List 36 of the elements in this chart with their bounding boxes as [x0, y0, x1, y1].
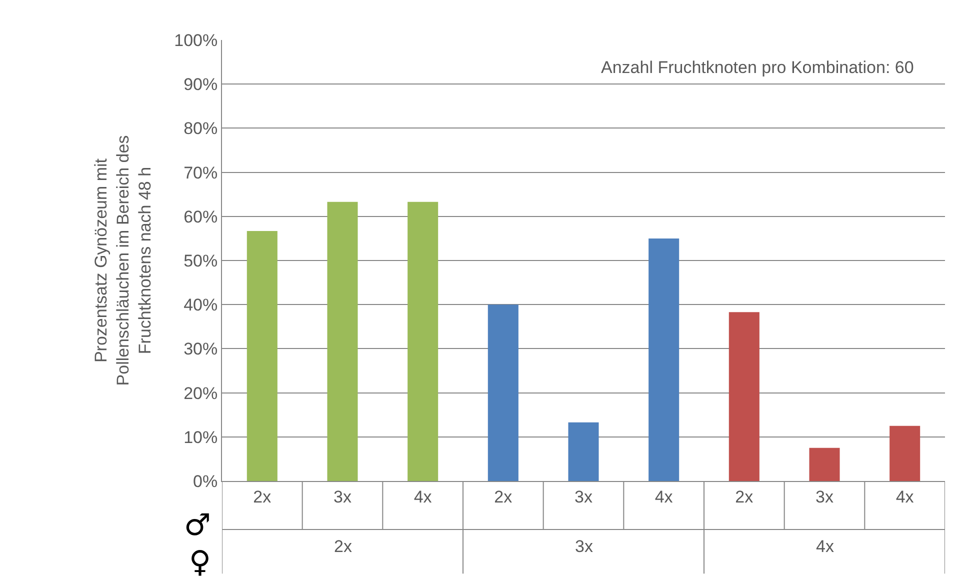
bar	[488, 304, 518, 481]
text: 4x	[816, 537, 834, 556]
bar	[648, 238, 680, 481]
bar	[408, 202, 438, 481]
x-tick-label: 3x	[816, 487, 834, 506]
y-tick-label: 60%	[184, 207, 218, 226]
x-tick-label: 4x	[896, 487, 914, 506]
bar	[728, 312, 760, 481]
annotation: Anzahl Fruchtknoten pro Kombination: 60	[601, 58, 914, 77]
x-tick-label: 3x	[334, 487, 352, 506]
x-tick-label: 3x	[574, 487, 593, 506]
y-axis-title: Prozentsatz Gynözeum mit Pollenschläuchen im Bereich des Fruchtknotens nach 48 h	[91, 135, 155, 386]
bar	[327, 202, 358, 481]
text: 3x	[575, 537, 594, 556]
x-tick-label: 2x	[253, 487, 272, 506]
x-tick-label: 4x	[414, 487, 432, 506]
bar	[890, 426, 920, 481]
x-tick-label: 2x	[735, 487, 754, 506]
y-tick-label: 70%	[184, 163, 218, 182]
y-tick-label: 90%	[184, 75, 218, 94]
y-tick-label: 10%	[184, 428, 218, 447]
text: ♀	[189, 545, 211, 580]
y-tick-label: 0%	[193, 472, 218, 491]
y-tick-label: 100%	[174, 30, 218, 50]
text: 2x	[334, 537, 352, 556]
y-tick-label: 30%	[184, 340, 218, 359]
y-tick-label: 40%	[184, 296, 218, 315]
y-tick-label: 80%	[184, 119, 218, 138]
y-tick-label: 50%	[184, 251, 218, 270]
text: ♂	[184, 508, 211, 543]
bar	[568, 422, 599, 481]
y-tick-label: 20%	[184, 384, 218, 403]
bar	[809, 448, 840, 481]
bar	[246, 230, 278, 481]
x-tick-label: 4x	[654, 487, 674, 506]
x-tick-label: 2x	[494, 487, 513, 506]
